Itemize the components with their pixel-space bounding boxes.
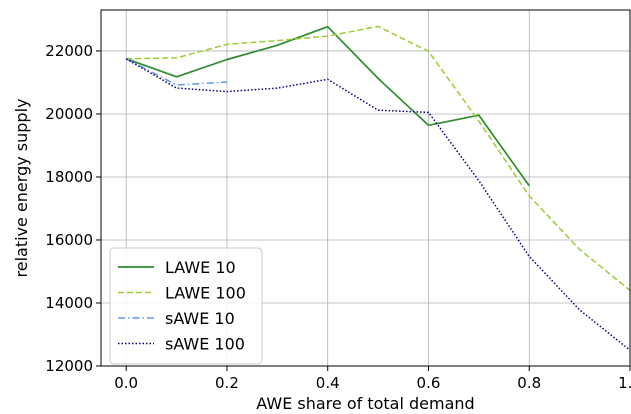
y-tick-label: 18000	[45, 168, 93, 186]
x-tick-label: 0.2	[215, 374, 239, 392]
legend-label: sAWE 100	[165, 335, 245, 354]
legend-label: LAWE 10	[165, 258, 236, 277]
y-tick-label: 14000	[45, 294, 93, 312]
legend-label: sAWE 10	[165, 309, 235, 328]
x-tick-label: 0.8	[517, 374, 541, 392]
legend: LAWE 10 LAWE 100 sAWE 10 sAWE 100	[109, 247, 263, 365]
x-tick-label: 0.0	[114, 374, 138, 392]
y-tick-label: 12000	[45, 357, 93, 375]
y-tick-label: 20000	[45, 105, 93, 123]
x-axis-label: AWE share of total demand	[256, 394, 474, 413]
x-tick-label: 1.0	[618, 374, 631, 392]
y-axis-label: relative energy supply	[12, 99, 31, 278]
x-tick-label: 0.6	[417, 374, 441, 392]
series-line-2	[126, 25, 631, 291]
series-line-1	[125, 25, 530, 187]
series-layer	[125, 25, 631, 351]
series-line-3	[125, 58, 228, 86]
x-tick-label: 0.4	[316, 374, 340, 392]
y-tick-label: 16000	[45, 231, 93, 249]
series-line-4	[125, 58, 631, 351]
plot-frame	[100, 9, 631, 367]
legend-label: LAWE 100	[165, 284, 246, 303]
legend-box	[109, 247, 263, 365]
y-tick-label: 22000	[45, 42, 93, 60]
ticks-layer: 0.0 0.2 0.4 0.6 0.8 1.0 12000 14000 16000 18000 20…	[45, 42, 631, 392]
